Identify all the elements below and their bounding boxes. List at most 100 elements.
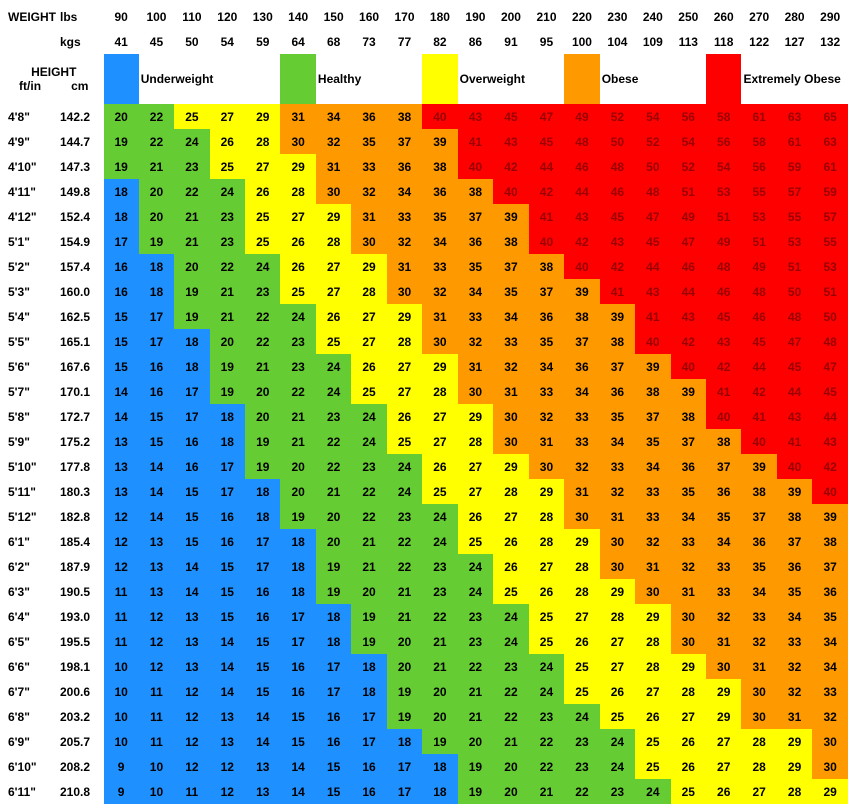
bmi-cell: 41 xyxy=(706,379,741,404)
height-ftin: 4'9" xyxy=(4,129,56,154)
bmi-cell: 42 xyxy=(706,354,741,379)
bmi-cell: 31 xyxy=(316,154,351,179)
bmi-cell: 28 xyxy=(422,379,457,404)
bmi-cell: 18 xyxy=(351,679,386,704)
bmi-cell: 41 xyxy=(600,279,635,304)
height-ftin: 5'4" xyxy=(4,304,56,329)
bmi-cell: 27 xyxy=(422,404,457,429)
bmi-cell: 33 xyxy=(351,154,386,179)
height-ftin: 5'5" xyxy=(4,329,56,354)
height-cm: 160.0 xyxy=(56,279,104,304)
bmi-cell: 34 xyxy=(812,629,848,654)
height-ftin: 5'3" xyxy=(4,279,56,304)
weight-lbs-header: 180 xyxy=(422,4,457,29)
bmi-cell: 19 xyxy=(387,679,422,704)
bmi-cell: 13 xyxy=(139,554,174,579)
bmi-cell: 30 xyxy=(351,229,386,254)
bmi-cell: 19 xyxy=(351,629,386,654)
bmi-cell: 28 xyxy=(564,579,599,604)
bmi-cell: 35 xyxy=(600,404,635,429)
bmi-cell: 43 xyxy=(812,429,848,454)
bmi-cell: 42 xyxy=(671,329,706,354)
legend-label: Underweight xyxy=(139,54,281,104)
bmi-body: 4'8"142.22022252729313436384043454749525… xyxy=(4,104,848,804)
bmi-cell: 10 xyxy=(104,679,139,704)
bmi-cell: 14 xyxy=(174,554,209,579)
bmi-cell: 15 xyxy=(210,579,245,604)
bmi-cell: 27 xyxy=(564,604,599,629)
bmi-cell: 20 xyxy=(351,579,386,604)
bmi-cell: 21 xyxy=(422,654,457,679)
table-row: 5'1"154.91719212325262830323436384042434… xyxy=(4,229,848,254)
bmi-cell: 40 xyxy=(706,404,741,429)
bmi-cell: 35 xyxy=(422,204,457,229)
bmi-cell: 18 xyxy=(280,579,315,604)
bmi-cell: 33 xyxy=(422,254,457,279)
bmi-cell: 21 xyxy=(245,354,280,379)
bmi-cell: 23 xyxy=(245,279,280,304)
bmi-cell: 40 xyxy=(564,254,599,279)
bmi-cell: 31 xyxy=(741,654,776,679)
bmi-cell: 44 xyxy=(812,404,848,429)
bmi-cell: 12 xyxy=(174,679,209,704)
weight-kgs-header: 41 xyxy=(104,29,139,54)
weight-kgs-header: 64 xyxy=(280,29,315,54)
bmi-cell: 23 xyxy=(564,754,599,779)
bmi-cell: 27 xyxy=(351,304,386,329)
height-cm: 170.1 xyxy=(56,379,104,404)
bmi-cell: 22 xyxy=(493,704,529,729)
bmi-cell: 17 xyxy=(174,404,209,429)
bmi-cell: 51 xyxy=(671,179,706,204)
height-cm: 203.2 xyxy=(56,704,104,729)
bmi-cell: 15 xyxy=(174,504,209,529)
bmi-cell: 49 xyxy=(706,229,741,254)
bmi-cell: 41 xyxy=(458,129,494,154)
kgs-label: kgs xyxy=(56,29,104,54)
bmi-cell: 34 xyxy=(812,654,848,679)
bmi-cell: 43 xyxy=(564,204,599,229)
bmi-cell: 27 xyxy=(529,554,565,579)
table-row: 6'4"193.01112131516171819212223242527282… xyxy=(4,604,848,629)
bmi-cell: 27 xyxy=(741,779,776,804)
bmi-cell: 45 xyxy=(529,129,565,154)
table-row: 6'5"195.51112131415171819202123242526272… xyxy=(4,629,848,654)
height-ftin: 5'8" xyxy=(4,404,56,429)
bmi-cell: 17 xyxy=(139,304,174,329)
bmi-cell: 22 xyxy=(139,129,174,154)
table-row: 5'5"165.11517182022232527283032333537384… xyxy=(4,329,848,354)
bmi-cell: 38 xyxy=(812,529,848,554)
bmi-cell: 22 xyxy=(564,779,599,804)
bmi-cell: 45 xyxy=(777,354,812,379)
bmi-cell: 17 xyxy=(139,329,174,354)
bmi-cell: 27 xyxy=(458,454,494,479)
bmi-cell: 21 xyxy=(493,729,529,754)
bmi-cell: 36 xyxy=(351,104,386,129)
weight-lbs-header: 140 xyxy=(280,4,315,29)
bmi-cell: 24 xyxy=(422,529,457,554)
bmi-cell: 21 xyxy=(458,704,494,729)
bmi-cell: 25 xyxy=(671,779,706,804)
height-cm: 154.9 xyxy=(56,229,104,254)
bmi-cell: 27 xyxy=(280,204,315,229)
bmi-cell: 33 xyxy=(777,629,812,654)
weight-kgs-header: 54 xyxy=(210,29,245,54)
bmi-cell: 13 xyxy=(174,654,209,679)
height-ftin: 5'6" xyxy=(4,354,56,379)
bmi-cell: 19 xyxy=(210,379,245,404)
weight-lbs-header: 210 xyxy=(529,4,565,29)
bmi-cell: 23 xyxy=(210,204,245,229)
table-row: 6'1"185.41213151617182021222425262829303… xyxy=(4,529,848,554)
bmi-cell: 36 xyxy=(671,454,706,479)
height-ftin: 6'3" xyxy=(4,579,56,604)
bmi-cell: 38 xyxy=(777,504,812,529)
weight-kgs-header: 132 xyxy=(812,29,848,54)
bmi-cell: 22 xyxy=(493,679,529,704)
bmi-cell: 33 xyxy=(741,604,776,629)
bmi-cell: 21 xyxy=(316,479,351,504)
bmi-cell: 10 xyxy=(139,754,174,779)
bmi-cell: 34 xyxy=(777,604,812,629)
bmi-cell: 19 xyxy=(104,154,139,179)
bmi-cell: 21 xyxy=(174,229,209,254)
height-ftin: 5'10" xyxy=(4,454,56,479)
weight-kgs-header: 91 xyxy=(493,29,529,54)
